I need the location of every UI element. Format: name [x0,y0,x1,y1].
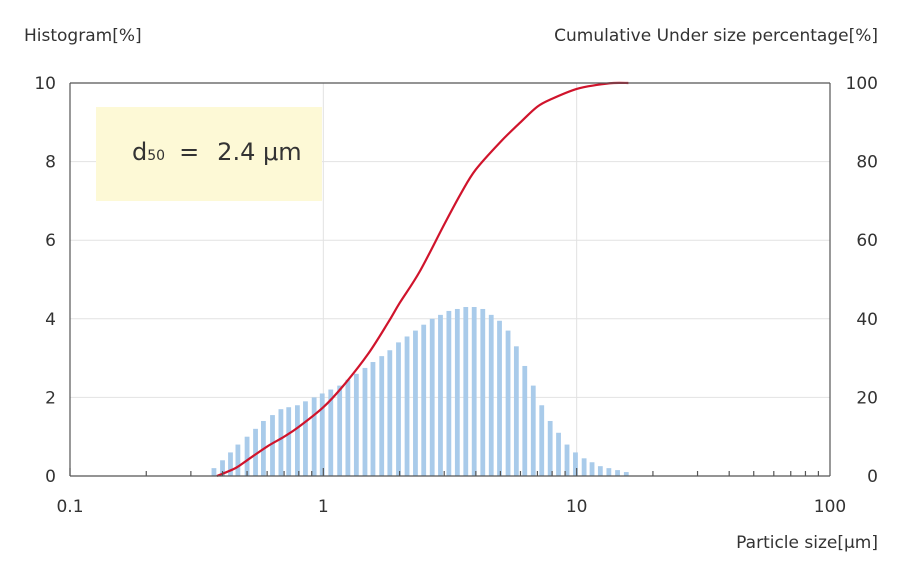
histogram-bar [220,460,225,476]
y-left-tick-label: 4 [45,310,56,330]
histogram-bar [547,420,553,476]
d50-annotation-box: d50 = 2.4 μm [96,107,322,201]
histogram-bar [615,470,620,476]
x-tick-label: 100 [814,497,846,517]
x-tick-label: 0.1 [56,497,83,517]
histogram-bar [597,466,603,476]
histogram-bar [396,342,401,476]
histogram-bar [311,397,317,476]
d50-value: 2.4 μm [217,138,302,166]
right-axis-title: Cumulative Under size percentage[%] [554,26,878,46]
axes [69,82,831,477]
histogram-bar [387,350,393,476]
d50-symbol: d [132,138,148,166]
histogram-bar [539,405,545,476]
histogram-bar [379,356,385,476]
histogram-bar [564,444,570,476]
histogram-bar [463,307,469,476]
y-left-tick-label: 0 [45,467,56,487]
histogram-bars [211,307,629,476]
y-right-tick-label: 60 [856,231,878,251]
histogram-bar [337,385,343,476]
histogram-bar [235,444,241,476]
y-right-tick-label: 20 [856,388,878,408]
histogram-bar [421,324,427,476]
histogram-bar [589,462,595,476]
histogram-bar [404,336,410,476]
histogram-bar [294,405,300,476]
histogram-bar [446,310,452,476]
histogram-bar [319,393,325,476]
histogram-bar [286,407,292,476]
histogram-bar [556,432,561,476]
y-right-tick-label: 0 [867,467,878,487]
y-left-tick-label: 8 [45,153,56,173]
histogram-bar [345,379,351,476]
y-left-tick-label: 10 [34,74,56,94]
y-right-tick-label: 40 [856,310,878,330]
histogram-bar [244,436,250,476]
histogram-bar [488,314,494,476]
histogram-bar [581,458,587,476]
histogram-bar [438,314,443,476]
histogram-bar [362,367,368,476]
d50-subscript: 50 [147,148,166,164]
histogram-bar [253,428,258,476]
histogram-bar [370,362,376,476]
histogram-bar [353,373,359,476]
y-left-tick-label: 6 [45,231,56,251]
left-axis-title: Histogram[%] [24,26,142,46]
y-left-tick-label: 2 [45,388,56,408]
histogram-bar [530,385,536,476]
histogram-bar [606,468,612,476]
histogram-bar [270,415,275,476]
histogram-bar [513,346,519,476]
histogram-bar [211,468,217,476]
histogram-bar [278,409,284,476]
histogram-bar [471,307,477,476]
histogram-bar [413,330,418,476]
cumulative-line [216,81,629,478]
histogram-bar [497,320,502,476]
histogram-bar [480,308,486,476]
y-right-tick-label: 100 [846,74,878,94]
x-axis-title: Particle size[μm] [736,533,878,553]
histogram-bar [623,472,629,476]
d50-annotation-text: d50 = 2.4 μm [132,138,302,166]
histogram-bar [522,365,528,476]
x-tick-label: 1 [318,497,329,517]
histogram-bar [505,330,511,476]
histogram-bar [573,452,578,476]
histogram-bar [328,389,334,476]
cumulative-curve [216,81,629,478]
x-tick-label: 10 [566,497,588,517]
histogram-bar [303,401,308,476]
d50-equals: = [179,138,200,166]
histogram-bar [454,308,460,476]
histogram-bar [228,452,233,476]
y-right-tick-label: 80 [856,153,878,173]
histogram-bar [429,318,435,476]
